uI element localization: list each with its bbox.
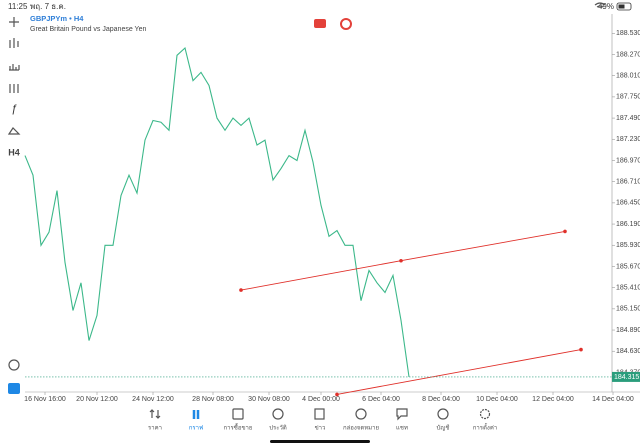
x-tick-label: 16 Nov 16:00	[24, 396, 66, 403]
nav-label[interactable]: การซื้อขาย	[224, 422, 253, 432]
nav-label[interactable]: ราคา	[148, 425, 162, 432]
y-tick-label: 185.410	[616, 284, 640, 291]
nav-icon[interactable]	[232, 408, 244, 420]
trend-point	[239, 288, 243, 292]
nav-label[interactable]: การตั้งค่า	[473, 422, 497, 432]
trend-point	[335, 392, 339, 397]
y-tick-label: 187.490	[616, 115, 640, 122]
trend-line	[336, 349, 582, 395]
battery-icon	[616, 2, 632, 11]
app-icon[interactable]	[8, 383, 20, 394]
y-tick-label: 188.530	[616, 30, 640, 37]
nav-icon[interactable]	[192, 410, 200, 419]
y-tick-label: 186.970	[616, 157, 640, 164]
trend-point	[399, 258, 403, 263]
y-tick-label: 186.190	[616, 221, 640, 228]
y-tick-label: 187.230	[616, 136, 640, 143]
bottom-nav	[149, 408, 491, 421]
current-price-label: 184.315	[614, 374, 639, 381]
function-tool[interactable]: ƒ	[11, 103, 17, 115]
x-tick-label: 14 Dec 04:00	[592, 396, 634, 403]
y-tick-label: 188.010	[616, 73, 640, 80]
y-tick-label: 188.270	[616, 51, 640, 58]
battery-level	[618, 4, 625, 9]
price-line	[24, 46, 410, 377]
nav-icon[interactable]	[437, 408, 449, 420]
current-price-box	[612, 371, 640, 382]
nav-icon[interactable]	[479, 408, 491, 420]
x-tick-label: 10 Dec 04:00	[476, 396, 518, 403]
status-date: พฤ. 7 ธ.ค.	[30, 2, 66, 11]
wifi-icon	[594, 2, 606, 8]
plot: 188.530 188.270 188.010 187.750 187.490 187.2…	[24, 30, 640, 403]
y-tick-label: 184.890	[616, 327, 640, 334]
x-tick-label: 12 Dec 04:00	[532, 396, 574, 403]
trade-tool[interactable]	[8, 359, 20, 371]
y-tick-label: 187.750	[616, 94, 640, 101]
nav-icon[interactable]	[355, 408, 367, 420]
sell-button[interactable]	[314, 19, 326, 28]
left-toolbar: ƒ H4	[7, 17, 21, 394]
nav-label[interactable]: บัญชี	[437, 424, 450, 432]
x-tick-label: 4 Dec 00:00	[302, 396, 340, 403]
chart-type-tool[interactable]	[9, 38, 19, 48]
trend-point	[563, 229, 567, 234]
nav-icon[interactable]	[396, 408, 408, 421]
x-tick-label: 8 Dec 04:00	[422, 396, 460, 403]
x-tick-label: 28 Nov 08:00	[192, 396, 234, 403]
y-tick-label: 186.450	[616, 200, 640, 207]
y-tick-label: 185.670	[616, 263, 640, 270]
status-time: 11:25	[8, 2, 28, 11]
x-tick-label: 20 Nov 12:00	[76, 396, 118, 403]
nav-label[interactable]: กราฟ	[189, 425, 203, 432]
nav-icon[interactable]	[314, 408, 325, 420]
chart-description: Great Britain Pound vs Japanese Yen	[30, 26, 146, 33]
home-indicator	[270, 440, 370, 443]
indicator-tool[interactable]	[9, 84, 19, 93]
crosshair-tool[interactable]	[9, 17, 19, 27]
nav-icon[interactable]	[149, 409, 161, 419]
trend-point	[579, 347, 583, 352]
nav-icon[interactable]	[272, 408, 284, 420]
nav-label[interactable]: ข่าว	[315, 425, 326, 432]
nav-label[interactable]: ประวัติ	[269, 425, 287, 432]
objects-tool[interactable]	[7, 127, 21, 135]
y-tick-label: 185.150	[616, 306, 640, 313]
timeframe-button[interactable]: H4	[8, 147, 20, 157]
buy-button[interactable]	[340, 18, 352, 30]
x-tick-label: 30 Nov 08:00	[248, 396, 290, 403]
y-tick-label: 184.630	[616, 348, 640, 355]
chart-symbol: GBPJPYm • H4	[30, 14, 84, 23]
volume-tool[interactable]	[9, 64, 20, 71]
nav-label[interactable]: กล่องจดหมาย	[343, 425, 379, 432]
x-tick-label: 24 Nov 12:00	[132, 396, 174, 403]
status-battery: 49%	[598, 2, 614, 11]
y-tick-label: 186.710	[616, 179, 640, 186]
trend-line	[240, 230, 566, 291]
y-tick-label: 185.930	[616, 242, 640, 249]
x-tick-label: 6 Dec 04:00	[362, 396, 400, 403]
nav-label[interactable]: แชท	[396, 425, 408, 432]
